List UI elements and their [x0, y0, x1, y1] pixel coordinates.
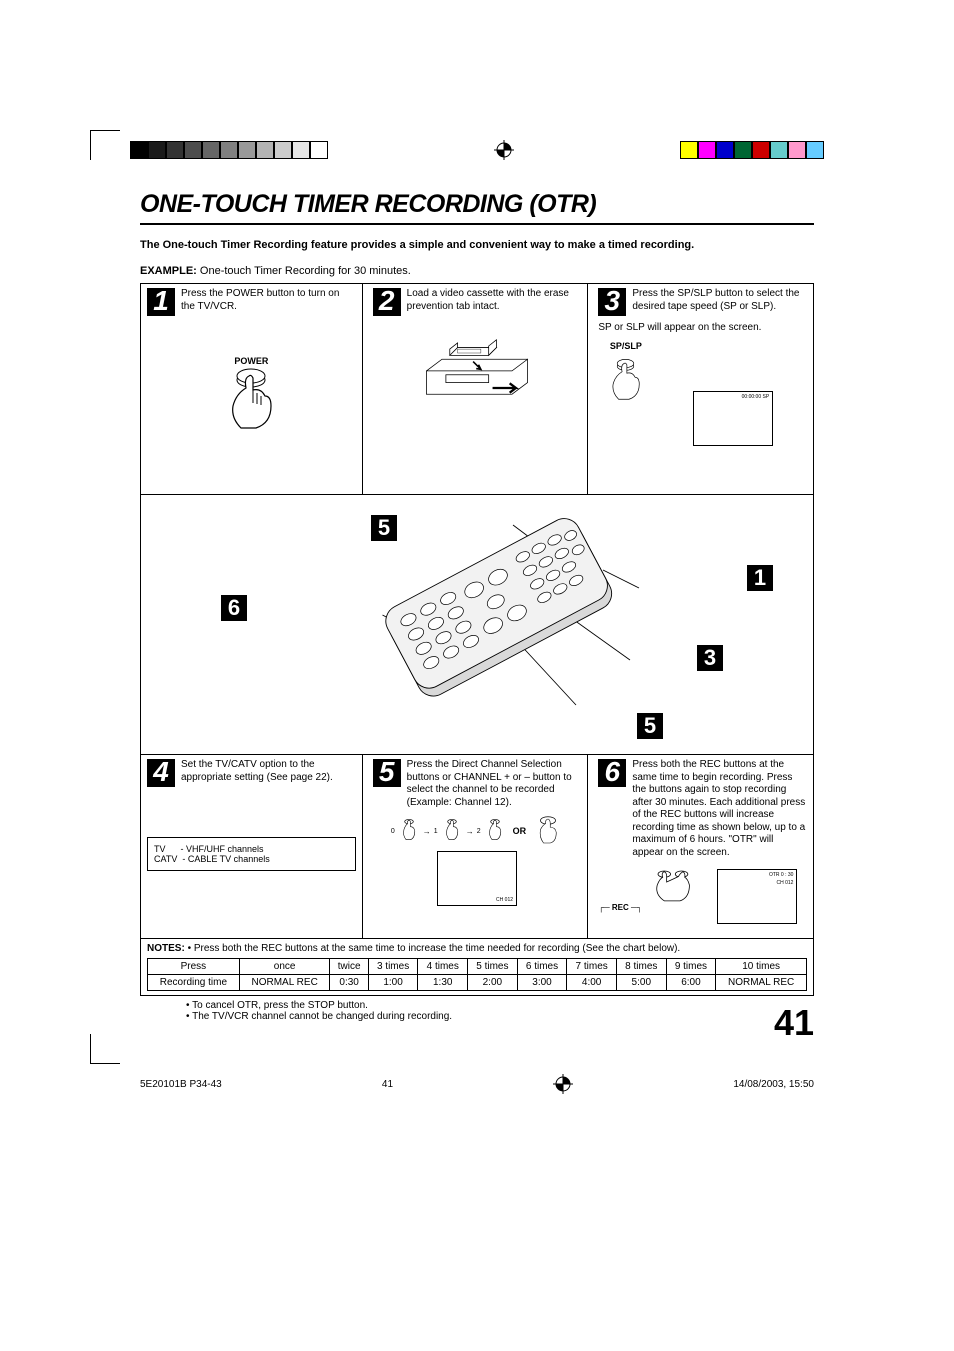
hand-press-icon — [598, 353, 653, 418]
remote-diagram: 5 6 1 3 5 — [140, 495, 814, 755]
step-text: Press the Direct Channel Selection butto… — [407, 759, 582, 809]
callout-5b: 5 — [637, 713, 663, 739]
steps-row-2: 4 Set the TV/CATV option to the appropri… — [140, 755, 814, 939]
callout-5: 5 — [371, 515, 397, 541]
steps-row-1: 1 Press the POWER button to turn on the … — [140, 283, 814, 495]
power-label: POWER — [147, 356, 356, 366]
spslp-label: SP/SLP — [598, 341, 653, 351]
hand-press-icon: + — [533, 815, 563, 847]
page-footer: 5E20101B P34-43 41 14/08/2003, 15:50 — [90, 1044, 864, 1094]
remote-control-icon — [297, 515, 657, 715]
step-1: 1 Press the POWER button to turn on the … — [141, 284, 363, 494]
footer-date: 14/08/2003, 15:50 — [733, 1079, 814, 1090]
registration-mark-top — [494, 140, 514, 160]
tv-screen-preview: CH 012 — [437, 851, 517, 906]
crop-mark — [90, 1034, 120, 1064]
registration-mark-bottom — [553, 1074, 573, 1094]
callout-6: 6 — [221, 595, 247, 621]
crop-mark — [90, 130, 120, 160]
intro-text: The One-touch Timer Recording feature pr… — [140, 239, 814, 251]
callout-1: 1 — [747, 565, 773, 591]
step-text: Press the POWER button to turn on the TV… — [181, 288, 356, 313]
example-text: One-touch Timer Recording for 30 minutes… — [200, 265, 411, 277]
step-2: 2 Load a video cassette with the erase p… — [367, 284, 589, 494]
channel-type-box: TV - VHF/UHF channels CATV - CABLE TV ch… — [147, 837, 356, 871]
step-text-b: SP or SLP will appear on the screen. — [598, 322, 807, 335]
step-text: Press both the REC buttons at the same t… — [632, 759, 807, 859]
step-text: Load a video cassette with the erase pre… — [407, 288, 582, 313]
example-line: EXAMPLE: One-touch Timer Recording for 3… — [140, 265, 814, 277]
hand-press-icon — [441, 818, 463, 844]
callout-3: 3 — [697, 645, 723, 671]
hand-press-icon — [484, 818, 506, 844]
step-number: 3 — [598, 288, 626, 316]
tv-screen-preview: 00:00:00 SP — [693, 391, 773, 446]
step-text: Set the TV/CATV option to the appropriat… — [181, 759, 356, 784]
step-number: 5 — [373, 759, 401, 787]
step-number: 1 — [147, 288, 175, 316]
hand-press-double-icon — [647, 865, 702, 910]
step-number: 4 — [147, 759, 175, 787]
hand-press-icon — [211, 368, 291, 448]
recording-time-table: Pressoncetwice3 times4 times5 times6 tim… — [147, 958, 807, 991]
step-text: Press the SP/SLP button to select the de… — [632, 288, 807, 313]
footer-doc-id: 5E20101B P34-43 — [140, 1079, 222, 1090]
step-5: 5 Press the Direct Channel Selection but… — [367, 755, 589, 938]
channel-press-sequence: 0 → 1 → 2 OR + — [373, 815, 582, 847]
footer-page: 41 — [382, 1079, 393, 1090]
print-calibration-bars — [90, 140, 864, 160]
page-title: ONE-TOUCH TIMER RECORDING (OTR) — [140, 190, 814, 225]
notes-section: NOTES: • Press both the REC buttons at t… — [140, 939, 814, 996]
step-number: 2 — [373, 288, 401, 316]
step-4: 4 Set the TV/CATV option to the appropri… — [141, 755, 363, 938]
step-6: 6 Press both the REC buttons at the same… — [592, 755, 813, 938]
tv-screen-preview: OTR 0 : 30 CH 012 — [717, 869, 797, 924]
step-3: 3 Press the SP/SLP button to select the … — [592, 284, 813, 494]
example-label: EXAMPLE: — [140, 265, 197, 277]
vcr-cassette-icon — [412, 332, 542, 402]
step-number: 6 — [598, 759, 626, 787]
hand-press-icon — [398, 818, 420, 844]
